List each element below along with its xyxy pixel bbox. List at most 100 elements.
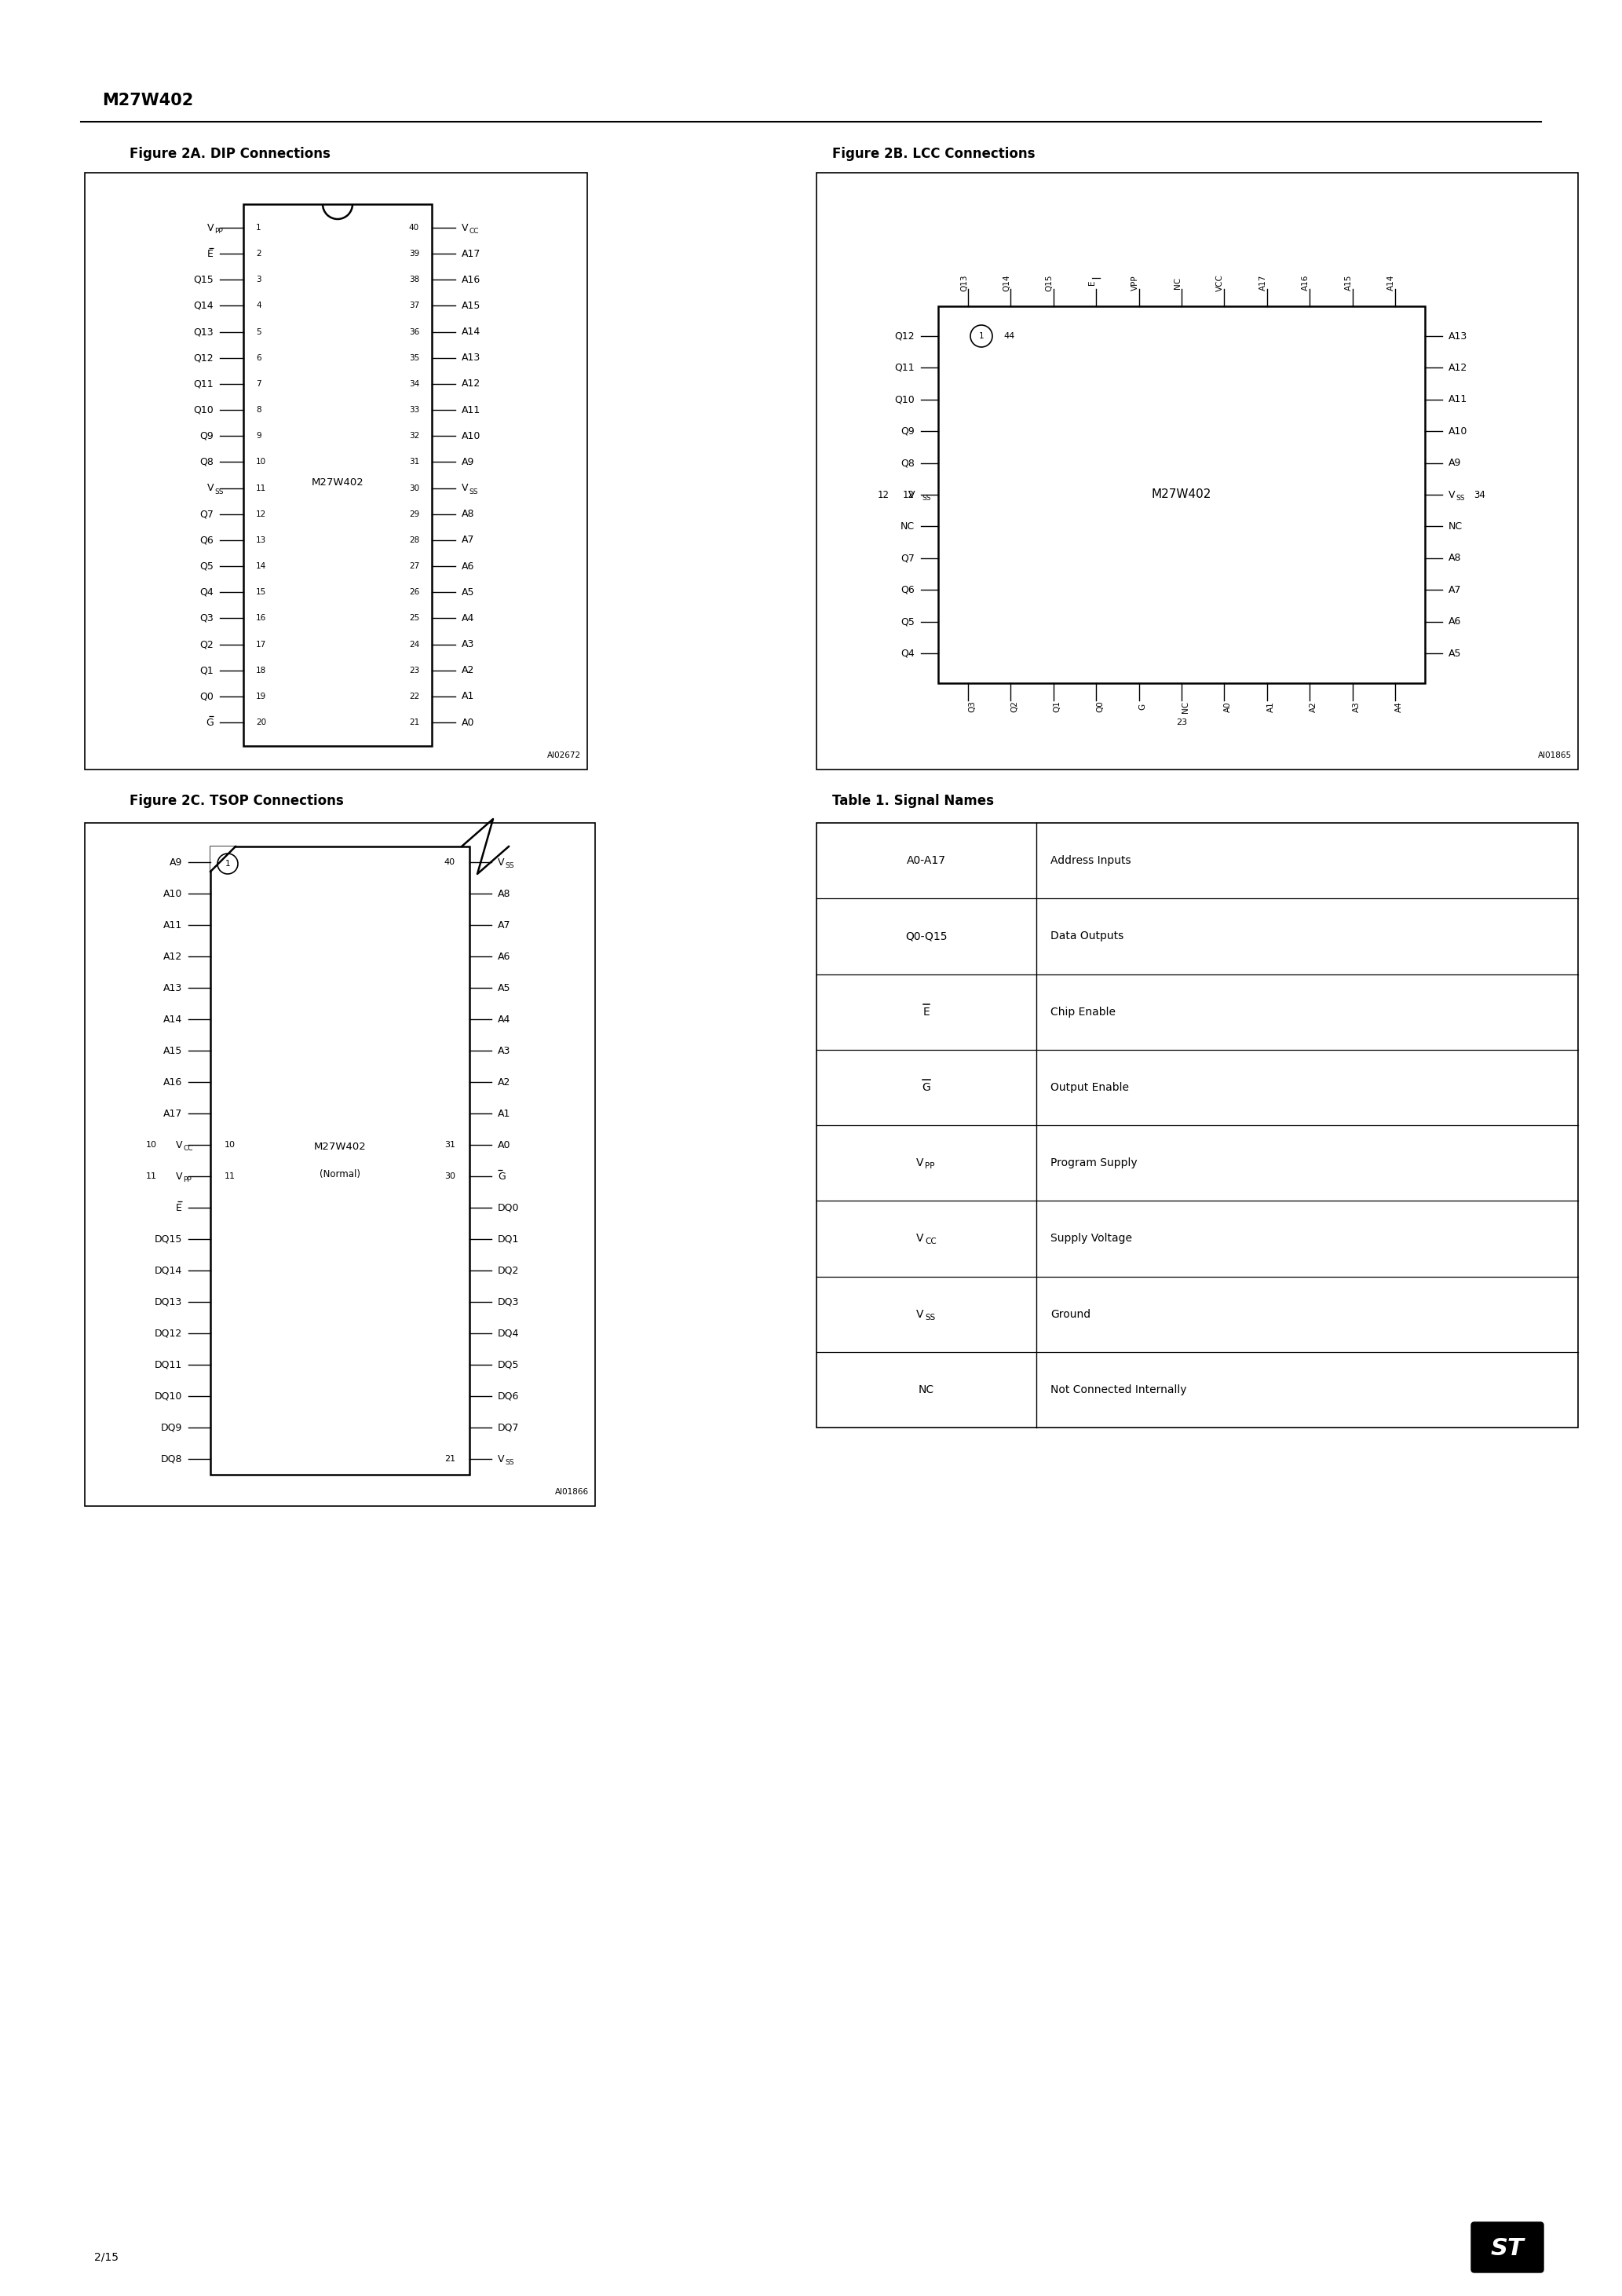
Text: 7: 7 — [256, 381, 261, 388]
Text: A4: A4 — [498, 1015, 511, 1024]
Text: Q9: Q9 — [200, 432, 214, 441]
Text: Supply Voltage: Supply Voltage — [1051, 1233, 1132, 1244]
Text: V: V — [462, 482, 469, 494]
Bar — [816, 172, 1578, 769]
Text: 37: 37 — [409, 301, 418, 310]
Text: Q13: Q13 — [193, 326, 214, 338]
Text: Not Connected Internally: Not Connected Internally — [1051, 1384, 1187, 1396]
Text: A16: A16 — [1302, 276, 1309, 292]
Text: 15: 15 — [256, 588, 266, 597]
Bar — [84, 172, 587, 769]
Text: 26: 26 — [409, 588, 418, 597]
Text: Q3: Q3 — [200, 613, 214, 625]
Text: DQ14: DQ14 — [154, 1265, 182, 1277]
Text: 4: 4 — [256, 301, 261, 310]
Text: V: V — [208, 482, 214, 494]
Text: A0-A17: A0-A17 — [907, 854, 946, 866]
Text: SS: SS — [214, 489, 224, 496]
Text: 21: 21 — [409, 719, 418, 726]
Text: A17: A17 — [1259, 276, 1267, 292]
Text: CC: CC — [183, 1146, 193, 1153]
Text: Q15: Q15 — [193, 276, 214, 285]
Text: 5: 5 — [256, 328, 261, 335]
Text: A7: A7 — [462, 535, 475, 544]
Text: V: V — [916, 1157, 923, 1169]
Text: A2: A2 — [462, 666, 475, 675]
Text: A5: A5 — [1448, 647, 1461, 659]
Text: ST: ST — [1491, 2239, 1525, 2259]
Text: CC: CC — [469, 227, 478, 234]
Text: 22: 22 — [409, 693, 418, 700]
Text: 31: 31 — [444, 1141, 456, 1148]
Text: G: G — [498, 1171, 506, 1182]
Text: NC: NC — [918, 1384, 934, 1396]
Text: A13: A13 — [1448, 331, 1468, 342]
Text: V: V — [908, 489, 915, 501]
Text: A0: A0 — [462, 716, 475, 728]
Text: Q13: Q13 — [960, 273, 968, 292]
Bar — [938, 305, 1426, 684]
Text: Q12: Q12 — [894, 331, 915, 342]
Text: Table 1. Signal Names: Table 1. Signal Names — [832, 794, 994, 808]
Text: A8: A8 — [1448, 553, 1461, 563]
Text: A9: A9 — [1448, 457, 1461, 468]
Text: 19: 19 — [256, 693, 266, 700]
Text: 36: 36 — [409, 328, 418, 335]
Text: SS: SS — [469, 489, 478, 496]
Text: V: V — [175, 1171, 182, 1182]
Text: 11: 11 — [256, 484, 266, 491]
Text: Chip Enable: Chip Enable — [1051, 1006, 1116, 1017]
Text: DQ9: DQ9 — [161, 1424, 182, 1433]
Text: PP: PP — [925, 1162, 934, 1171]
Text: A3: A3 — [462, 638, 475, 650]
Text: Q5: Q5 — [200, 560, 214, 572]
Text: 38: 38 — [409, 276, 418, 285]
Text: DQ12: DQ12 — [154, 1327, 182, 1339]
Text: DQ13: DQ13 — [154, 1297, 182, 1306]
Text: PP: PP — [214, 227, 222, 234]
Text: NC: NC — [1174, 278, 1181, 289]
Text: V: V — [916, 1309, 923, 1320]
Text: A0: A0 — [1225, 700, 1233, 712]
Text: 14: 14 — [256, 563, 266, 569]
Text: A7: A7 — [498, 921, 511, 930]
Text: E: E — [1088, 280, 1096, 285]
Bar — [211, 847, 469, 1474]
Text: Q0: Q0 — [1096, 700, 1105, 712]
Text: 1: 1 — [225, 859, 230, 868]
Text: 17: 17 — [256, 641, 266, 647]
Text: A14: A14 — [1387, 276, 1395, 292]
Text: 18: 18 — [256, 666, 266, 675]
Text: A16: A16 — [164, 1077, 182, 1086]
Text: A6: A6 — [1448, 618, 1461, 627]
Text: A11: A11 — [1448, 395, 1468, 404]
Text: 23: 23 — [409, 666, 418, 675]
Text: V: V — [916, 1233, 923, 1244]
Text: Output Enable: Output Enable — [1051, 1081, 1129, 1093]
Text: Q2: Q2 — [1011, 700, 1019, 712]
Text: A17: A17 — [162, 1109, 182, 1118]
Text: 10: 10 — [256, 459, 266, 466]
Text: A11: A11 — [462, 404, 480, 416]
Text: A12: A12 — [462, 379, 480, 388]
Text: DQ10: DQ10 — [154, 1391, 182, 1401]
Text: A8: A8 — [462, 510, 475, 519]
Text: DQ7: DQ7 — [498, 1424, 519, 1433]
Text: Q0: Q0 — [200, 691, 214, 703]
Text: 27: 27 — [409, 563, 418, 569]
Text: A3: A3 — [498, 1045, 511, 1056]
Text: A3: A3 — [1353, 700, 1361, 712]
Text: DQ3: DQ3 — [498, 1297, 519, 1306]
Text: Q6: Q6 — [900, 585, 915, 595]
Text: 32: 32 — [409, 432, 418, 441]
Text: SS: SS — [1455, 494, 1465, 503]
Text: CC: CC — [925, 1238, 936, 1247]
Text: SS: SS — [504, 1458, 514, 1467]
Text: 20: 20 — [256, 719, 266, 726]
Text: A11: A11 — [164, 921, 182, 930]
Text: 34: 34 — [1474, 489, 1486, 501]
Text: 23: 23 — [1176, 719, 1187, 726]
Text: 3: 3 — [256, 276, 261, 285]
Text: 16: 16 — [256, 615, 266, 622]
Text: A10: A10 — [462, 432, 480, 441]
